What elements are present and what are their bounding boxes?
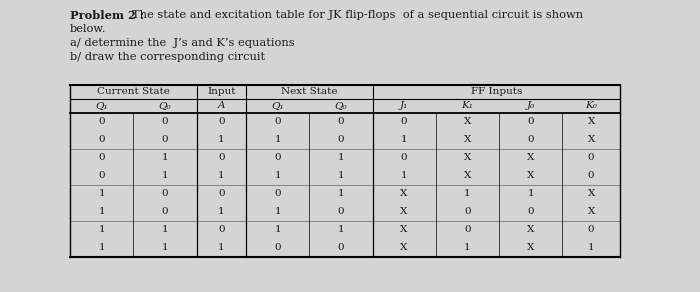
Text: 0: 0 (337, 117, 344, 126)
Text: 0: 0 (401, 154, 407, 163)
Text: X: X (400, 225, 408, 234)
Text: 1: 1 (98, 190, 105, 199)
Text: 0: 0 (218, 117, 225, 126)
Text: 1: 1 (162, 244, 168, 253)
Text: 1: 1 (527, 190, 534, 199)
Text: a/ determine the  J’s and K’s equations: a/ determine the J’s and K’s equations (70, 38, 295, 48)
Text: Next State: Next State (281, 88, 337, 96)
Text: 0: 0 (527, 208, 534, 216)
Text: 1: 1 (401, 135, 407, 145)
Text: 0: 0 (588, 225, 594, 234)
Text: 1: 1 (337, 154, 344, 163)
Text: X: X (527, 225, 534, 234)
Text: 1: 1 (337, 171, 344, 180)
Text: X: X (527, 154, 534, 163)
Text: 1: 1 (337, 225, 344, 234)
Text: 0: 0 (162, 190, 168, 199)
Text: 0: 0 (274, 190, 281, 199)
Text: b/ draw the corresponding circuit: b/ draw the corresponding circuit (70, 52, 265, 62)
Text: 1: 1 (98, 225, 105, 234)
Text: 0: 0 (337, 135, 344, 145)
Text: below.: below. (70, 24, 106, 34)
Text: 0: 0 (218, 154, 225, 163)
Text: 1: 1 (274, 171, 281, 180)
Text: X: X (463, 135, 471, 145)
Text: Problem 2 :: Problem 2 : (70, 10, 148, 21)
Text: X: X (587, 135, 595, 145)
Text: 1: 1 (218, 135, 225, 145)
Text: X: X (400, 244, 408, 253)
Text: 0: 0 (274, 117, 281, 126)
Text: X: X (463, 154, 471, 163)
Text: 0: 0 (98, 117, 105, 126)
Text: Q₁: Q₁ (95, 102, 108, 110)
Text: 1: 1 (588, 244, 594, 253)
Text: X: X (463, 117, 471, 126)
Text: 0: 0 (162, 208, 168, 216)
Text: Q₁: Q₁ (272, 102, 284, 110)
Text: 1: 1 (464, 190, 470, 199)
Text: 1: 1 (464, 244, 470, 253)
Text: 0: 0 (527, 135, 534, 145)
Text: 0: 0 (588, 171, 594, 180)
Text: 0: 0 (98, 135, 105, 145)
Text: K₀: K₀ (585, 102, 597, 110)
Text: 0: 0 (588, 154, 594, 163)
Text: X: X (400, 208, 408, 216)
Text: A: A (218, 102, 225, 110)
Text: X: X (400, 190, 408, 199)
Text: 0: 0 (527, 117, 534, 126)
Text: 1: 1 (98, 244, 105, 253)
Text: 0: 0 (274, 154, 281, 163)
Text: 1: 1 (162, 154, 168, 163)
Text: Input: Input (207, 88, 235, 96)
Text: Q₀: Q₀ (335, 102, 347, 110)
Text: 0: 0 (218, 190, 225, 199)
Text: 0: 0 (162, 135, 168, 145)
Text: 0: 0 (98, 171, 105, 180)
Text: 0: 0 (464, 208, 470, 216)
Text: J₀: J₀ (526, 102, 535, 110)
Text: Current State: Current State (97, 88, 169, 96)
Text: 1: 1 (401, 171, 407, 180)
Text: 1: 1 (162, 225, 168, 234)
Text: 1: 1 (162, 171, 168, 180)
Text: X: X (587, 117, 595, 126)
Text: 1: 1 (218, 171, 225, 180)
Text: FF Inputs: FF Inputs (470, 88, 522, 96)
Text: X: X (527, 171, 534, 180)
Text: 0: 0 (464, 225, 470, 234)
Text: Q₀: Q₀ (159, 102, 172, 110)
Text: The state and excitation table for JK flip-flops  of a sequential circuit is sho: The state and excitation table for JK fl… (132, 10, 583, 20)
Text: 1: 1 (98, 208, 105, 216)
Text: X: X (587, 190, 595, 199)
Text: 0: 0 (337, 244, 344, 253)
Text: 0: 0 (337, 208, 344, 216)
Text: X: X (587, 208, 595, 216)
Text: 0: 0 (401, 117, 407, 126)
Text: 1: 1 (274, 135, 281, 145)
Text: J₁: J₁ (400, 102, 408, 110)
Text: 1: 1 (274, 225, 281, 234)
Text: X: X (463, 171, 471, 180)
Text: X: X (527, 244, 534, 253)
Text: 0: 0 (274, 244, 281, 253)
Text: 1: 1 (218, 208, 225, 216)
Text: 1: 1 (218, 244, 225, 253)
Text: K₁: K₁ (461, 102, 473, 110)
Text: 0: 0 (98, 154, 105, 163)
Text: 1: 1 (337, 190, 344, 199)
Text: 1: 1 (274, 208, 281, 216)
Text: 0: 0 (162, 117, 168, 126)
Text: 0: 0 (218, 225, 225, 234)
